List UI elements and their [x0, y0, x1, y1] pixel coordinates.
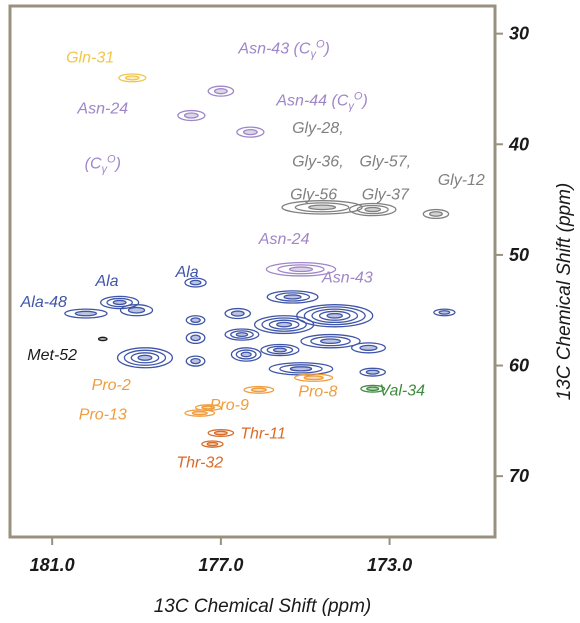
peak-contour: [207, 429, 235, 437]
peak-label: Asn-43: [321, 270, 373, 287]
y-axis-ticks: 30 40 50 60 70: [495, 24, 529, 486]
peak-contour: [119, 304, 154, 317]
peak-contour: [359, 367, 386, 377]
peak-label: Asn-24: [258, 231, 310, 248]
peak-label: Thr-11: [240, 426, 286, 443]
peak-contour: [253, 315, 315, 335]
peak-contour: [281, 200, 363, 215]
x-axis-ticks: 181.0 177.0 173.0: [30, 537, 412, 575]
peak-contour: [236, 126, 265, 138]
peak-contour: [224, 307, 252, 320]
peak-contour: [348, 202, 397, 217]
peak-label: Ala: [94, 273, 118, 290]
x-axis-title: 13C Chemical Shift (ppm): [154, 596, 372, 617]
peak-contour: [360, 384, 386, 393]
peak-label: Gly-37: [362, 187, 410, 204]
peak-contour: [260, 343, 300, 357]
peak-labels-layer: Gln-31 Asn-43 (CγO) Asn-44 (CγO) Asn-24 (CγO…: [20, 39, 485, 472]
x-tick-label: 177.0: [198, 555, 243, 575]
peak-contour: [230, 347, 262, 362]
peak-contour: [243, 385, 275, 394]
peak-label: Gly-36,: [292, 153, 344, 170]
peak-label: Pro-13: [79, 407, 127, 424]
x-tick-label: 181.0: [30, 555, 75, 575]
peak-label: Asn-43 (CγO): [237, 39, 329, 61]
peak-label: Pro-9: [210, 397, 249, 414]
peak-contour: [265, 261, 337, 277]
peak-label: Ala: [175, 264, 199, 281]
peak-label: Val-34: [379, 382, 425, 399]
peak-contour: [300, 333, 361, 349]
peak-contour: [184, 409, 216, 417]
peak-contour: [97, 336, 108, 342]
peak-contour: [177, 109, 206, 122]
peak-contour: [184, 277, 207, 288]
peak-label: Asn-24: [76, 100, 128, 117]
peak-label: Gly-28,: [292, 120, 344, 137]
peak-contour: [433, 308, 456, 317]
peak-contour: [266, 290, 319, 304]
peak-label: Gly-12: [438, 172, 485, 189]
peak-contour: [294, 373, 334, 382]
peak-contour: [118, 73, 147, 83]
peak-label: Pro-8: [298, 384, 337, 401]
peak-label: Asn-44 (CγO): [275, 91, 367, 113]
peak-contour: [185, 331, 206, 345]
peak-contour: [224, 328, 260, 341]
peak-label: Met-52: [27, 347, 77, 364]
y-tick-label: 70: [509, 466, 529, 486]
y-axis-title: 13C Chemical Shift (ppm): [554, 183, 575, 401]
plot-frame: [8, 4, 497, 539]
peak-label: (CγO): [85, 154, 121, 176]
peak-contour: [207, 85, 235, 97]
peak-contour: [350, 342, 386, 354]
peak-contour: [100, 295, 140, 310]
peak-contour: [268, 362, 334, 376]
peak-contour: [185, 315, 206, 326]
peak-contour: [201, 440, 224, 448]
peak-contour: [64, 308, 108, 319]
peak-label: Pro-2: [92, 377, 131, 394]
peak-label: Gln-31: [66, 49, 114, 66]
peak-contour: [296, 304, 374, 328]
peak-contour: [116, 347, 174, 369]
peak-contour: [185, 355, 206, 367]
peak-label: Ala-48: [20, 294, 67, 311]
x-tick-label: 173.0: [367, 555, 412, 575]
y-tick-label: 60: [509, 356, 529, 376]
peak-label: Thr-32: [176, 454, 223, 471]
peak-label: Gly-57,: [360, 153, 412, 170]
peak-contours-layer: [64, 73, 456, 448]
peak-label: Gly-56: [290, 187, 337, 204]
y-tick-label: 40: [508, 134, 529, 154]
peak-contour: [422, 208, 450, 220]
y-tick-label: 50: [509, 245, 529, 265]
y-tick-label: 30: [509, 24, 529, 44]
